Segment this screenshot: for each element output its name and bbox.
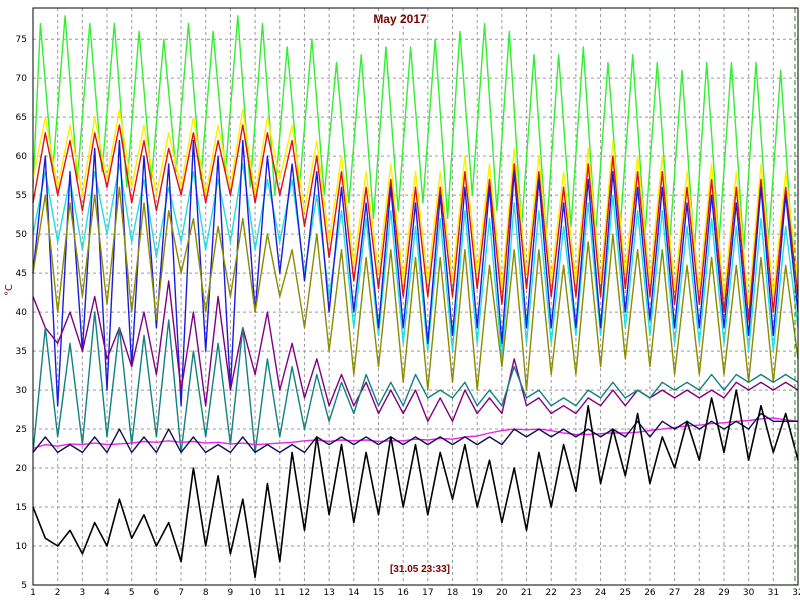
plot-frame [32, 7, 799, 586]
series-line-4 [32, 163, 799, 360]
x-tick-label: 2 [55, 588, 61, 598]
x-tick-label: 31 [768, 588, 779, 598]
series-group [32, 15, 799, 579]
timestamp-label: [31.05 23:33] [390, 564, 450, 575]
x-tick-label: 5 [129, 588, 135, 598]
y-axis-label: °C [4, 284, 15, 296]
series-line-3 [32, 124, 799, 321]
y-tick-label: 5 [21, 581, 27, 591]
x-tick-label: 11 [274, 588, 285, 598]
x-tick-label: 23 [570, 588, 581, 598]
series-line-11 [32, 389, 799, 579]
y-tick-label: 75 [16, 35, 27, 45]
series-line-6 [32, 186, 799, 391]
series-line-5 [32, 139, 799, 407]
x-tick-label: 12 [299, 588, 310, 598]
y-tick-label: 55 [16, 191, 27, 201]
x-tick-label: 8 [203, 588, 209, 598]
x-tick-label: 6 [154, 588, 160, 598]
x-tick-label: 4 [104, 588, 110, 598]
y-tick-label: 45 [16, 269, 27, 279]
series-line-1 [32, 15, 794, 258]
x-tick-label: 19 [471, 588, 483, 598]
series-line-2 [32, 108, 799, 305]
x-tick-label: 27 [669, 588, 680, 598]
y-tick-label: 65 [16, 113, 27, 123]
x-tick-label: 1 [30, 588, 36, 598]
series-line-9 [32, 417, 799, 450]
x-tick-label: 10 [249, 588, 261, 598]
x-tick-label: 30 [743, 588, 755, 598]
x-tick-label: 18 [447, 588, 459, 598]
y-tick-label: 20 [16, 464, 28, 474]
x-tick-label: 21 [521, 588, 532, 598]
x-tick-label: 28 [694, 588, 706, 598]
y-tick-label: 30 [16, 386, 28, 396]
x-tick-label: 20 [496, 588, 508, 598]
y-tick-label: 50 [16, 230, 28, 240]
y-tick-label: 25 [16, 425, 27, 435]
x-tick-label: 13 [323, 588, 334, 598]
y-tick-label: 60 [16, 152, 28, 162]
x-tick-label: 3 [79, 588, 85, 598]
y-tick-label: 15 [16, 503, 27, 513]
x-tick-label: 14 [348, 588, 360, 598]
y-tick-label: 70 [16, 74, 28, 84]
x-tick-label: 26 [644, 588, 656, 598]
x-tick-label: 25 [620, 588, 631, 598]
x-tick-label: 24 [595, 588, 607, 598]
x-tick-label: 29 [718, 588, 730, 598]
x-tick-label: 7 [178, 588, 184, 598]
series-line-8 [32, 311, 799, 454]
y-tick-label: 35 [16, 347, 27, 357]
series-line-10 [32, 412, 798, 454]
x-tick-label: 15 [373, 588, 384, 598]
x-tick-label: 16 [397, 588, 409, 598]
series-line-7 [32, 280, 799, 422]
y-tick-label: 40 [16, 308, 28, 318]
chart-title: May 2017 [373, 12, 427, 26]
x-tick-label: 22 [545, 588, 556, 598]
y-tick-label: 10 [16, 542, 28, 552]
y-axis-ticks: 5 10 15 20 25 30 35 40 45 50 55 60 65 70 75 [16, 35, 28, 591]
x-axis-ticks: 1 2 3 4 5 6 7 8 9 10 11 12 13 14 15 16 17 18 19 20 21 22 23 24 2… [30, 588, 800, 598]
x-tick-label: 17 [422, 588, 433, 598]
x-tick-label: 9 [228, 588, 234, 598]
x-tick-label: 32 [792, 588, 800, 598]
